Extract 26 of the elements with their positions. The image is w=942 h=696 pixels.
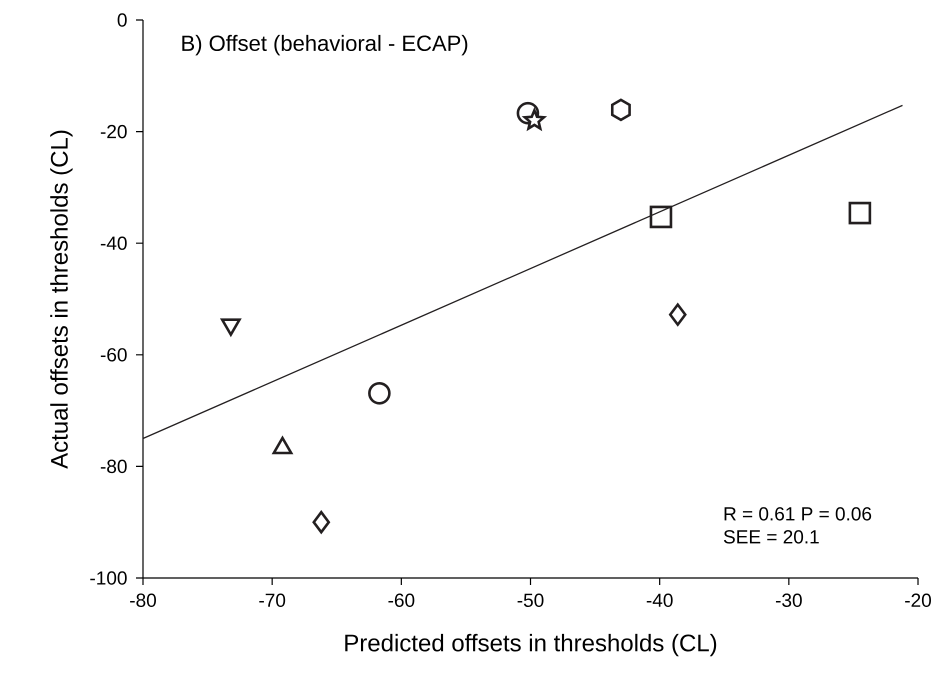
annotation: R = 0.61 P = 0.06: [724, 507, 872, 521]
point: [668, 303, 687, 326]
y-tick-label: 0: [118, 13, 127, 27]
point: [848, 202, 872, 224]
x-tick-label: -60: [388, 594, 414, 607]
x-tick-label: -70: [259, 594, 286, 607]
text: B) Offset (behavioral - ECAP): [182, 34, 468, 56]
y-tick-label: -20: [100, 124, 127, 138]
point: [610, 98, 631, 122]
point: [368, 382, 391, 405]
point: [524, 109, 546, 130]
y-tick-label: -100: [90, 571, 127, 585]
x-tick-label: -40: [646, 594, 673, 607]
y-tick-label: -60: [100, 348, 127, 362]
point: [650, 206, 672, 228]
y-tick-label: -40: [100, 236, 127, 250]
x-tick-label: -30: [776, 594, 802, 607]
y-axis-title: Actual offsets in thresholds (CL): [50, 130, 73, 469]
y-tick-label: -80: [100, 460, 127, 474]
x-tick-label: -50: [518, 594, 544, 607]
x-tick-label: -80: [130, 594, 156, 607]
annotation: SEE = 20.1: [724, 530, 819, 544]
x-tick-label: -20: [905, 594, 931, 607]
point: [516, 102, 540, 124]
point: [312, 510, 330, 534]
x-axis-title: Predicted offsets in thresholds (CL): [345, 634, 716, 656]
